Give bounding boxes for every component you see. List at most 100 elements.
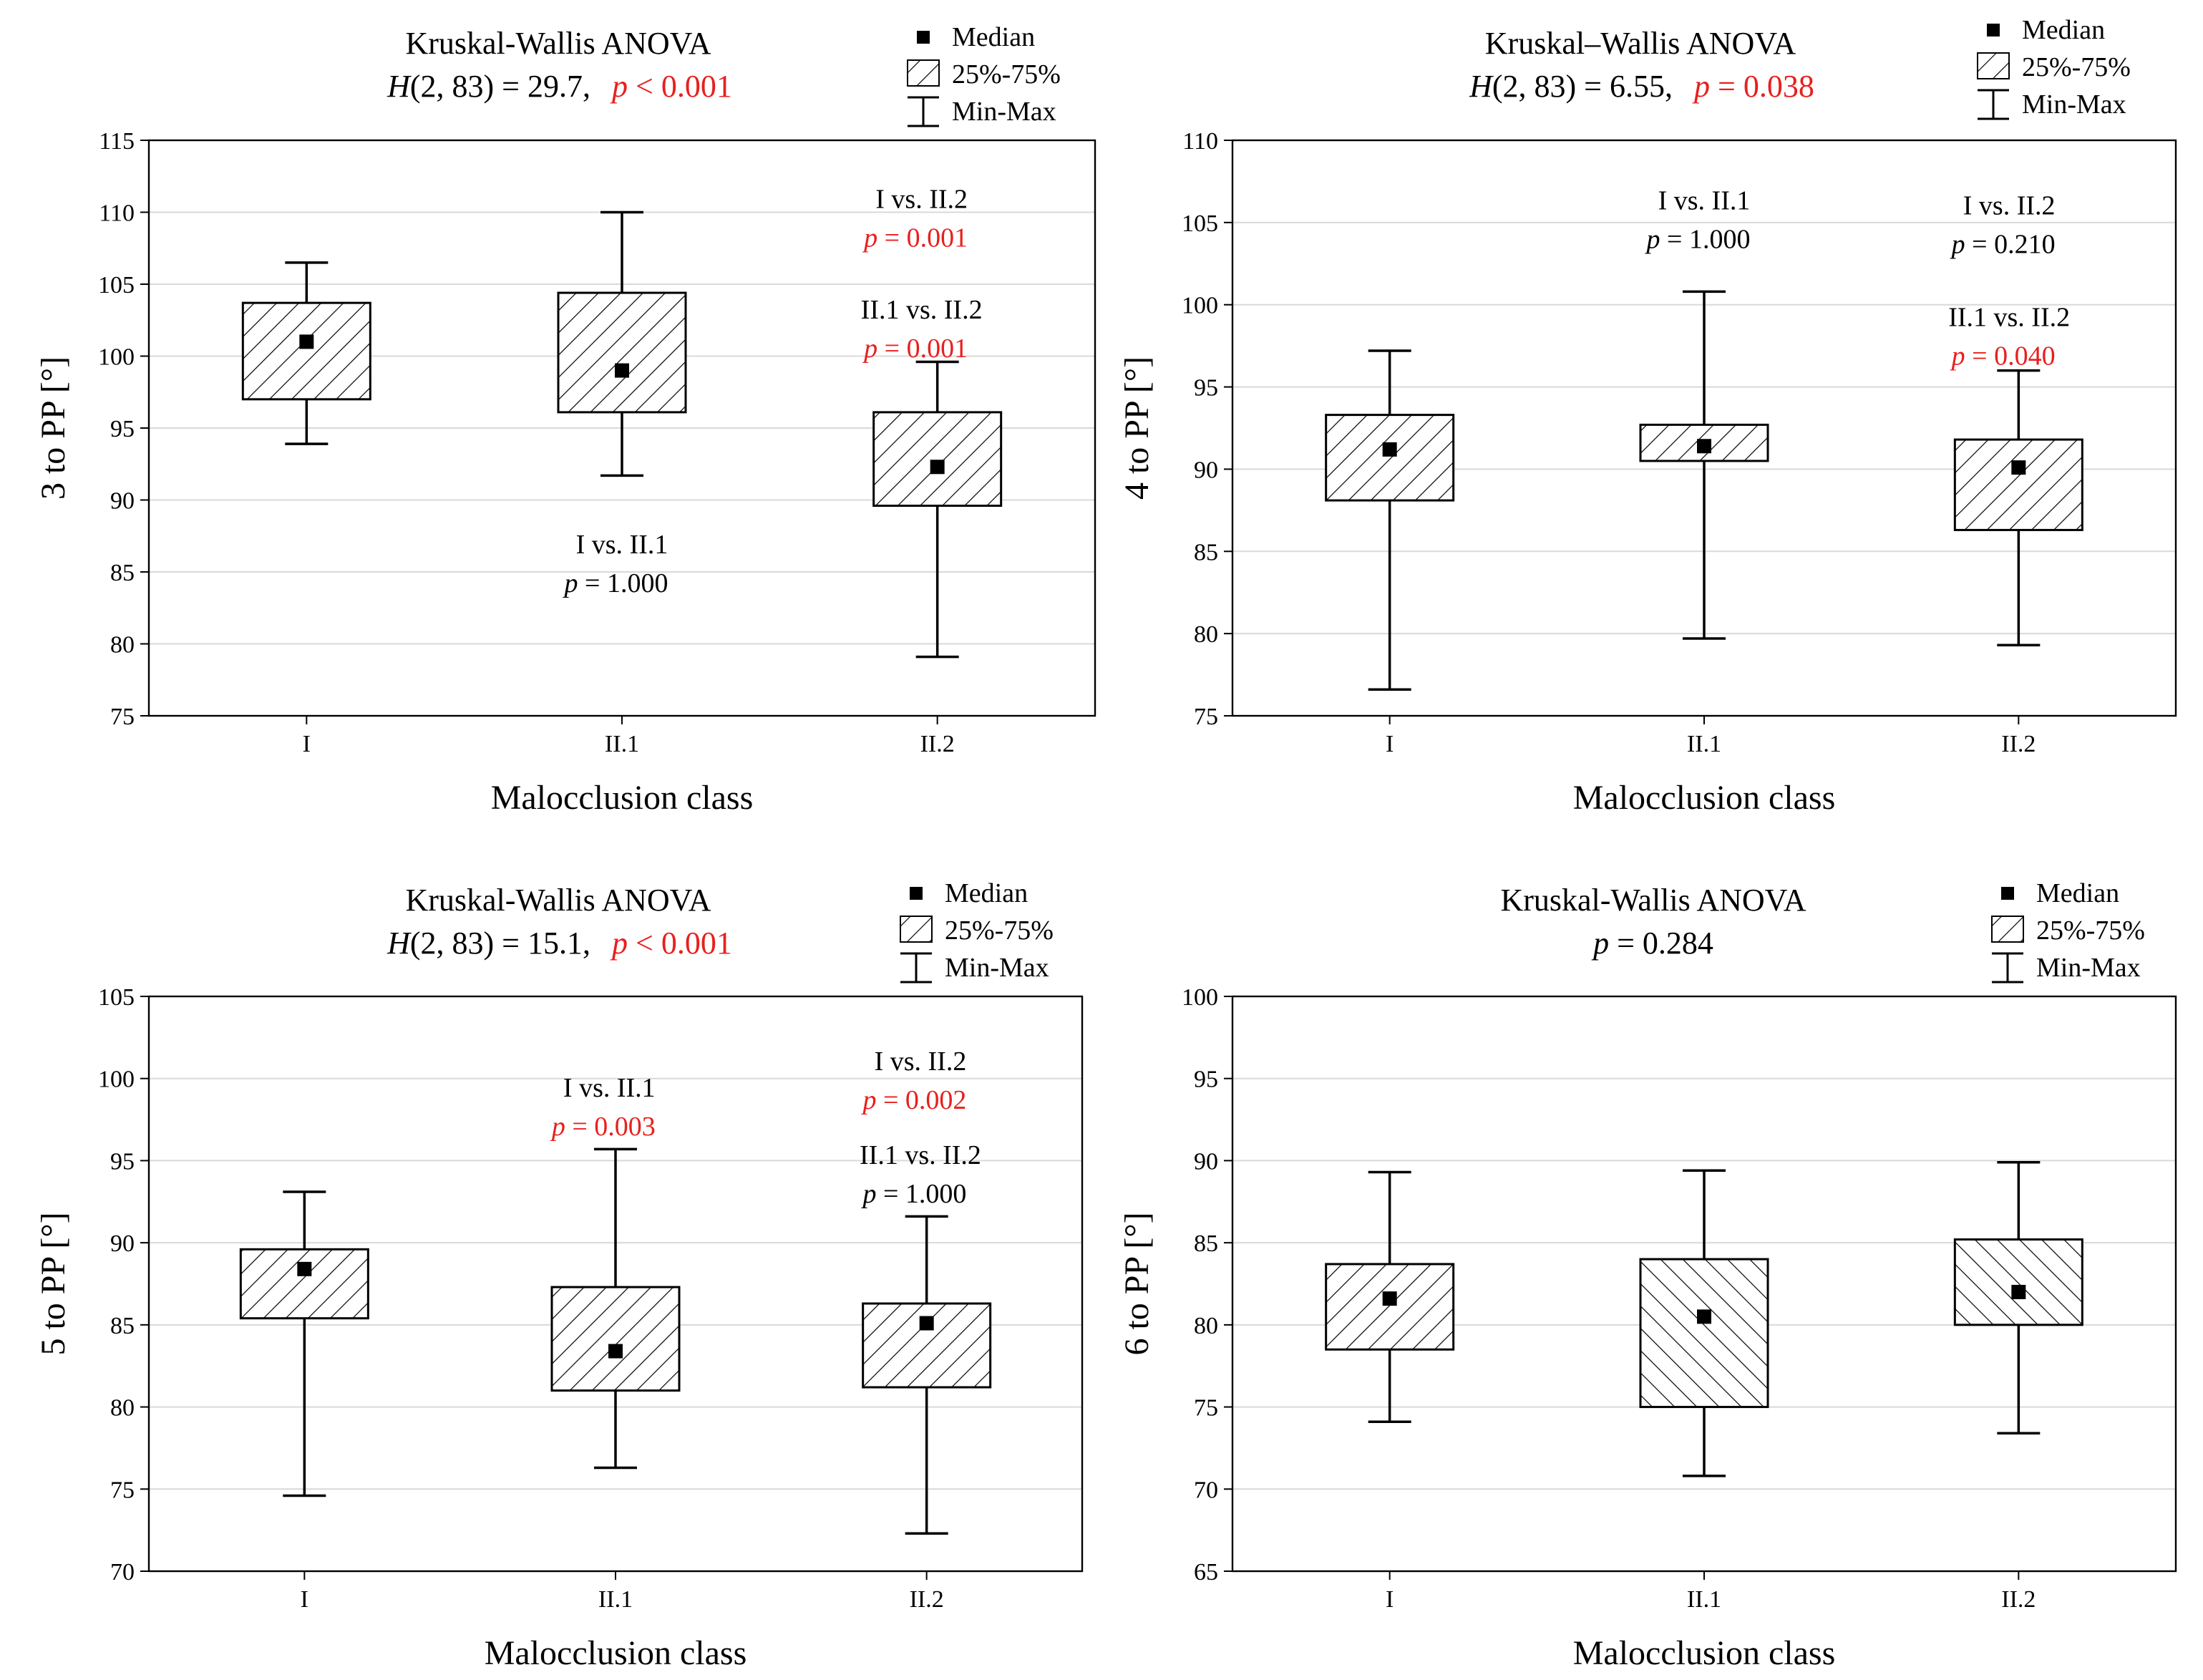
comparison-label: I vs. II.1 xyxy=(563,1073,656,1103)
overall-p-value: p = 0.284 xyxy=(1591,926,1713,961)
y-tick-label: 100 xyxy=(98,344,135,371)
y-tick-label: 70 xyxy=(1194,1477,1218,1503)
comparison-p-value: p = 0.001 xyxy=(862,334,968,364)
x-tick-label: I xyxy=(1386,1586,1394,1613)
box-I xyxy=(241,261,371,445)
box-I xyxy=(1325,1170,1455,1423)
y-tick-label: 80 xyxy=(110,632,135,659)
x-axis-label: Malocclusion class xyxy=(1573,779,1836,817)
y-tick-label: 105 xyxy=(98,984,135,1011)
comparison-label: I vs. II.2 xyxy=(1963,190,2056,220)
x-tick-label: I xyxy=(301,1586,308,1613)
y-tick-label: 110 xyxy=(99,200,135,227)
legend: Median 25%-75% Min-Max xyxy=(1977,15,2131,120)
y-tick-label: 110 xyxy=(1182,128,1218,155)
test-statistic: H(2, 83) = 15.1, p < 0.001 xyxy=(386,926,732,961)
legend-median-label: Median xyxy=(952,22,1035,52)
comparison-label: I vs. II.2 xyxy=(875,184,968,214)
x-tick-label: II.2 xyxy=(920,731,955,757)
x-tick-label: II.2 xyxy=(2001,1586,2036,1613)
box-II-1 xyxy=(1639,290,1769,640)
comparison-annotation: I vs. II.2 p = 0.002 xyxy=(861,1047,967,1115)
h-statistic: H(2, 83) = 6.55, xyxy=(1469,69,1673,104)
median-marker xyxy=(297,1261,312,1276)
comparison-annotation: I vs. II.2 p = 0.210 xyxy=(1950,190,2056,259)
y-axis-label: 4 to PP [°] xyxy=(1118,356,1156,500)
legend-median-marker xyxy=(1987,24,2000,37)
test-statistic: H(2, 83) = 6.55, p = 0.038 xyxy=(1469,69,1814,104)
chart-panel-4: 65 70 75 80 85 90 95 100 I II.1 II.2 Kruskal-Wallis… xyxy=(1118,878,2177,1672)
chart-title: Kruskal-Wallis ANOVA xyxy=(1500,883,1806,918)
median-marker xyxy=(1697,1309,1711,1324)
legend-box-label: 25%-75% xyxy=(952,59,1061,89)
box-II-2 xyxy=(872,360,1003,659)
y-tick-label: 115 xyxy=(99,128,135,155)
chart-panel-1: 75 80 85 90 95 100 105 110 115 I II.1 II.2 I vs. II.… xyxy=(34,22,1096,817)
x-tick-label: I xyxy=(1386,731,1394,757)
median-marker xyxy=(919,1316,934,1331)
y-tick-label: 70 xyxy=(110,1559,135,1586)
y-tick-label: 90 xyxy=(1194,457,1218,483)
median-marker xyxy=(608,1344,623,1359)
iqr-box xyxy=(241,301,371,401)
comparison-label: I vs. II.1 xyxy=(1658,185,1751,215)
median-marker xyxy=(1382,1291,1397,1306)
legend-whisker-label: Min-Max xyxy=(2036,953,2141,983)
y-tick-label: 75 xyxy=(1194,1395,1218,1422)
y-tick-label: 105 xyxy=(1182,210,1218,237)
median-marker xyxy=(2011,1284,2026,1299)
comparison-p-value: p = 0.003 xyxy=(550,1112,656,1142)
legend-whisker-label: Min-Max xyxy=(945,953,1049,983)
legend-median-marker xyxy=(2001,887,2014,900)
y-tick-label: 85 xyxy=(1194,1230,1218,1257)
comparison-p-value: p = 0.001 xyxy=(862,223,968,253)
chart-title: Kruskal-Wallis ANOVA xyxy=(405,883,711,918)
y-tick-label: 90 xyxy=(110,488,135,515)
comparison-label: II.1 vs. II.2 xyxy=(861,295,983,325)
legend-box-swatch xyxy=(900,916,933,943)
legend-median-label: Median xyxy=(2022,15,2105,45)
y-tick-label: 75 xyxy=(1194,704,1218,730)
comparison-label: I vs. II.1 xyxy=(576,530,668,560)
legend-whisker-label: Min-Max xyxy=(2022,89,2126,120)
y-axis-label: 5 to PP [°] xyxy=(34,1212,72,1355)
y-tick-label: 95 xyxy=(1194,1067,1218,1093)
chart-panel-2: 75 80 85 90 95 100 105 110 I II.1 II.2 I vs. II.1 p … xyxy=(1118,15,2177,817)
iqr-box xyxy=(550,1286,681,1392)
legend-median-marker xyxy=(910,887,923,900)
box-II-2 xyxy=(1953,369,2083,646)
iqr-box xyxy=(1639,1258,1769,1409)
iqr-box xyxy=(239,1248,369,1320)
box-II-1 xyxy=(550,1147,681,1470)
y-tick-label: 75 xyxy=(110,704,135,730)
x-axis-label: Malocclusion class xyxy=(1573,1634,1836,1672)
comparison-p-value: p = 0.210 xyxy=(1950,229,2056,259)
legend-box-label: 25%-75% xyxy=(945,916,1054,946)
legend-box-swatch xyxy=(907,59,940,87)
y-tick-label: 105 xyxy=(98,272,135,298)
chart-panel-3: 70 75 80 85 90 95 100 105 I II.1 II.2 I vs. II.1 p =… xyxy=(34,878,1084,1672)
y-tick-label: 80 xyxy=(1194,621,1218,648)
y-tick-label: 75 xyxy=(110,1477,135,1503)
x-axis-label: Malocclusion class xyxy=(485,1634,747,1672)
y-tick-label: 90 xyxy=(1194,1148,1218,1175)
comparison-p-value: p = 1.000 xyxy=(563,568,668,598)
iqr-box xyxy=(1325,1263,1455,1351)
y-tick-label: 95 xyxy=(110,1148,135,1175)
chart-title: Kruskal–Wallis ANOVA xyxy=(1485,26,1796,61)
iqr-box xyxy=(1325,414,1455,502)
y-tick-label: 100 xyxy=(1182,984,1218,1011)
comparison-label: I vs. II.2 xyxy=(875,1047,967,1077)
box-II-2 xyxy=(862,1215,992,1535)
iqr-box xyxy=(1953,1238,2083,1326)
h-statistic: H(2, 83) = 15.1, xyxy=(386,926,590,961)
comparison-p-value: p = 0.040 xyxy=(1950,341,2056,372)
median-marker xyxy=(930,460,945,475)
comparison-annotation: II.1 vs. II.2 p = 1.000 xyxy=(860,1140,981,1209)
legend-box-label: 25%-75% xyxy=(2022,52,2131,82)
box-II-1 xyxy=(1639,1169,1769,1477)
legend: Median 25%-75% Min-Max xyxy=(907,22,1061,127)
x-tick-label: II.1 xyxy=(605,731,639,757)
comparison-p-value: p = 1.000 xyxy=(861,1179,967,1209)
box-II-2 xyxy=(1953,1160,2083,1435)
